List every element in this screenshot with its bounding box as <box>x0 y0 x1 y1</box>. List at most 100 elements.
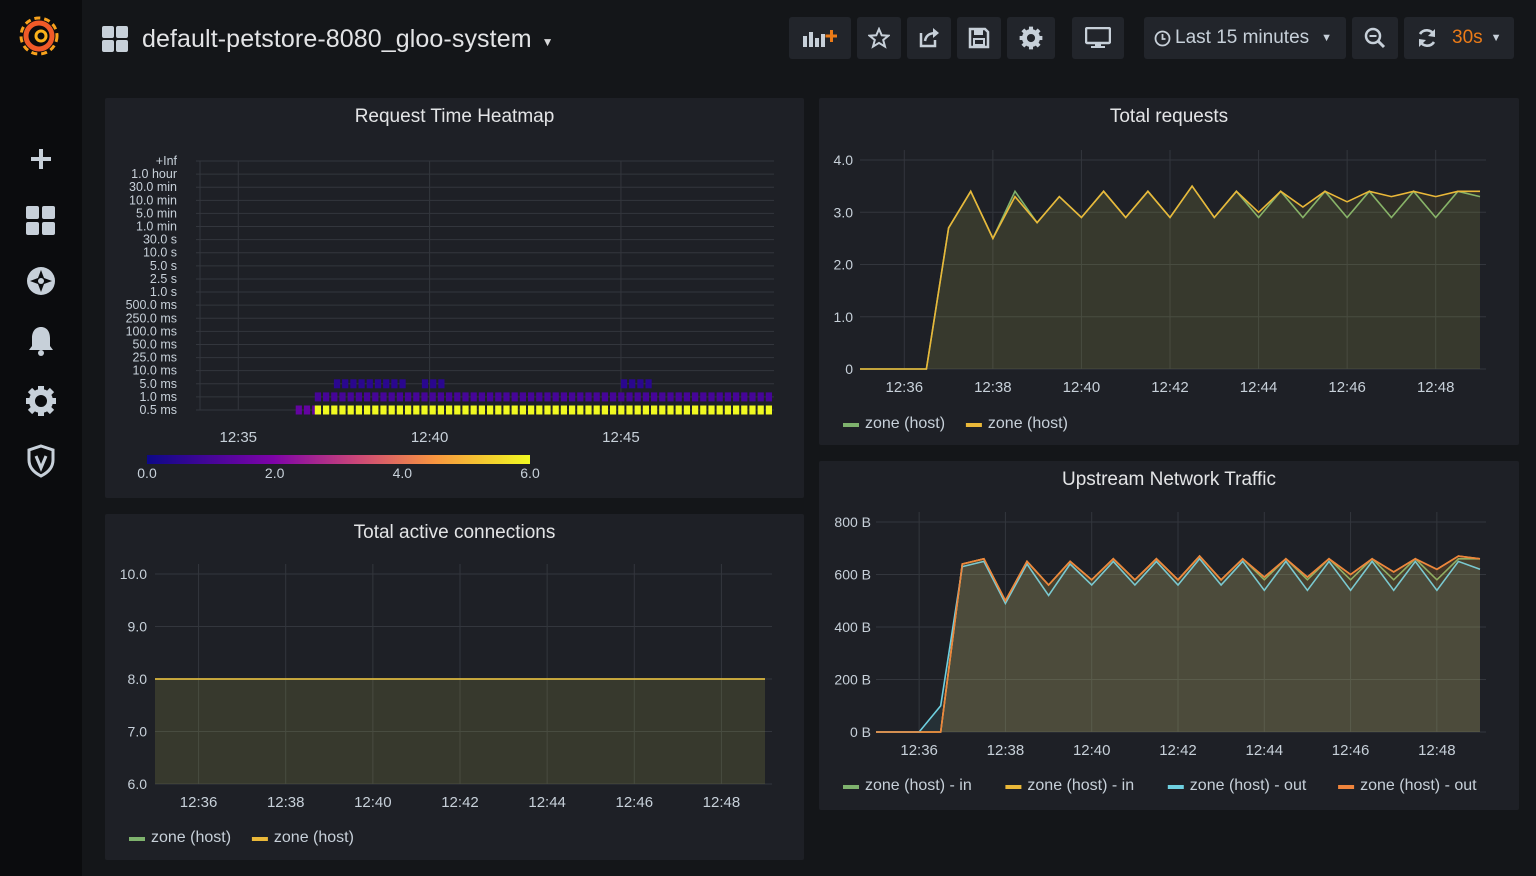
heatmap-cell <box>700 392 707 402</box>
x-tick-label: 12:36 <box>900 742 938 759</box>
heatmap-cell <box>396 405 403 415</box>
series-area <box>155 679 765 784</box>
legend-label[interactable]: zone (host) - in <box>1027 777 1134 794</box>
configuration-menu-button[interactable] <box>22 382 60 420</box>
panel-title[interactable]: Request Time Heatmap <box>354 106 555 127</box>
add-panel-button[interactable] <box>789 17 851 59</box>
grafana-logo[interactable] <box>17 14 61 58</box>
heatmap-cell <box>569 405 576 415</box>
series-line <box>876 554 1481 733</box>
dashboards-menu-button[interactable] <box>22 202 60 240</box>
heatmap-cell <box>569 392 576 402</box>
legend-label[interactable]: zone (host) <box>865 415 945 432</box>
star-dashboard-button[interactable] <box>857 17 901 59</box>
heatmap-cell <box>364 405 371 415</box>
heatmap-cell <box>405 392 412 402</box>
heatmap-cell <box>413 405 420 415</box>
panel-title[interactable]: Total requests <box>1109 106 1229 127</box>
heatmap-cell <box>544 405 551 415</box>
heatmap-cell <box>741 405 748 415</box>
heatmap-cell <box>470 392 477 402</box>
heatmap-cell <box>421 379 429 389</box>
heatmap-cell <box>495 405 502 415</box>
heatmap-cell <box>610 405 617 415</box>
heatmap-cell <box>333 379 341 389</box>
server-admin-menu-button[interactable] <box>22 442 60 480</box>
alerting-menu-button[interactable] <box>22 322 60 360</box>
side-menu <box>0 0 82 876</box>
heatmap-cell <box>430 379 437 389</box>
y-tick-label: 100.0 ms <box>126 324 177 338</box>
y-tick-label: 8.0 <box>128 671 148 687</box>
heatmap-cell <box>421 405 428 415</box>
dashboard-picker[interactable]: default-petstore-8080_gloo-system ▼ <box>102 20 554 58</box>
time-range-picker[interactable]: Last 15 minutes ▼ <box>1144 17 1346 59</box>
heatmap-cell <box>593 392 600 402</box>
x-tick-label: 12:36 <box>886 379 924 396</box>
series-area <box>155 679 765 784</box>
panel-title[interactable]: Total active connections <box>353 522 556 543</box>
y-tick-label: 5.0 ms <box>139 377 177 391</box>
heatmap-cell <box>511 392 518 402</box>
panel-title[interactable]: Upstream Network Traffic <box>1062 469 1276 490</box>
x-tick-label: 12:46 <box>1328 379 1366 396</box>
heatmap-cell <box>519 405 526 415</box>
share-icon <box>919 28 939 48</box>
legend-label[interactable]: zone (host) - in <box>865 777 972 794</box>
heatmap-cell <box>733 392 740 402</box>
heatmap-cell <box>577 405 584 415</box>
heatmap-cell <box>355 392 362 402</box>
legend-label[interactable]: zone (host) - out <box>1190 777 1307 794</box>
dashboards-icon <box>26 206 55 235</box>
legend-label[interactable]: zone (host) - out <box>1360 777 1477 794</box>
heatmap-cell <box>601 405 608 415</box>
heatmap-cell <box>675 405 682 415</box>
share-dashboard-button[interactable] <box>907 17 951 59</box>
total-requests-chart: 0 1.0 2.0 3.0 4.0 12:36 12:38 12:40 12:42 12:44 12… <box>834 150 1486 432</box>
save-dashboard-button[interactable] <box>957 17 1001 59</box>
x-tick-label: 12:44 <box>1240 379 1278 396</box>
heatmap-cell <box>380 405 387 415</box>
zoom-out-button[interactable] <box>1352 17 1398 59</box>
legend-label[interactable]: zone (host) <box>274 829 354 846</box>
y-tick-label: 10.0 <box>120 566 147 582</box>
x-tick-label: 12:40 <box>1073 742 1111 759</box>
heatmap-cell <box>413 392 420 402</box>
heatmap-cell <box>462 405 469 415</box>
refresh-picker[interactable]: 30s ▼ <box>1404 17 1514 59</box>
series-area <box>860 186 1480 369</box>
x-tick-label: 12:48 <box>703 794 741 811</box>
heatmap-cell <box>339 392 346 402</box>
legend-label[interactable]: zone (host) <box>988 415 1068 432</box>
heatmap-cell <box>544 392 551 402</box>
heatmap-cell <box>383 379 390 389</box>
gear-icon <box>26 386 56 416</box>
heatmap-cell <box>765 392 772 402</box>
heatmap-cell <box>733 405 740 415</box>
heatmap-cell <box>724 405 731 415</box>
heatmap-cell <box>757 392 764 402</box>
dashboard-navbar: default-petstore-8080_gloo-system ▼ Last… <box>82 0 1536 78</box>
heatmap-cell <box>708 392 715 402</box>
heatmap-cell <box>528 392 535 402</box>
heatmap-cell <box>347 405 354 415</box>
legend-label[interactable]: zone (host) <box>151 829 231 846</box>
heatmap-cell <box>560 392 567 402</box>
add-panel-icon <box>803 30 837 47</box>
explore-menu-button[interactable] <box>22 262 60 300</box>
create-menu-button[interactable] <box>22 140 60 178</box>
heatmap-cell <box>429 405 436 415</box>
heatmap-cell <box>487 405 494 415</box>
legend-swatch <box>843 423 859 427</box>
heatmap-cell <box>577 392 584 402</box>
y-tick-label: 600 B <box>834 567 871 583</box>
heatmap-cell <box>552 405 559 415</box>
dashboard-settings-button[interactable] <box>1007 17 1055 59</box>
zoom-out-icon <box>1364 27 1386 49</box>
color-scale-label: 2.0 <box>265 465 285 481</box>
heatmap-cell <box>339 405 346 415</box>
heatmap-cell <box>645 379 652 389</box>
heatmap-cell <box>446 405 453 415</box>
dashboard-title: default-petstore-8080_gloo-system <box>142 24 532 53</box>
tv-mode-button[interactable] <box>1072 17 1124 59</box>
